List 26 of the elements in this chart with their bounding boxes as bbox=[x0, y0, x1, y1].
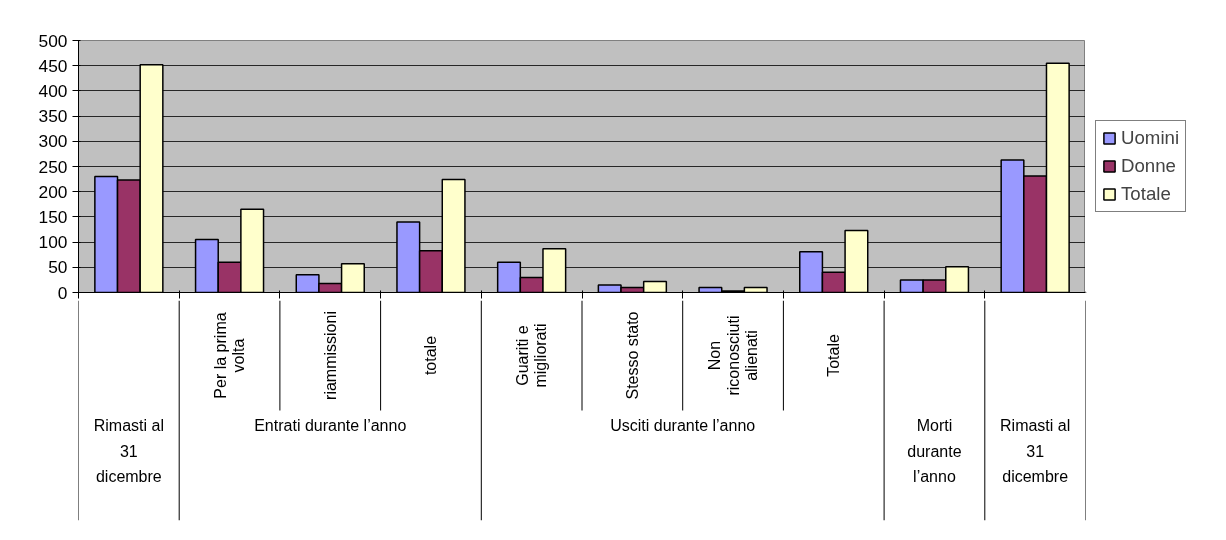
x-tick-label: Guariti e migliorati bbox=[513, 323, 550, 388]
x-tick-label: Per la prima volta bbox=[211, 312, 248, 399]
y-tick-label: 500 bbox=[38, 30, 68, 51]
legend-label: Uomini bbox=[1121, 127, 1180, 149]
x-tick-label: totale bbox=[422, 335, 440, 376]
text: Rimasti al 31 dicembre bbox=[93, 417, 164, 486]
text: Rimasti al 31 dicembre bbox=[1000, 417, 1071, 486]
legend-label: Donne bbox=[1121, 155, 1176, 177]
text: Usciti durante l’anno bbox=[610, 417, 756, 435]
y-tick-label: 300 bbox=[38, 131, 68, 152]
x-tick-label: Non riconosciuti alienati bbox=[705, 315, 761, 396]
x-tick-label: Stesso stato bbox=[623, 311, 641, 400]
y-tick-label: 350 bbox=[38, 106, 68, 127]
text: Morti durante l’anno bbox=[907, 417, 962, 486]
y-tick-label: 200 bbox=[38, 181, 68, 202]
y-tick-label: 250 bbox=[38, 156, 68, 177]
y-tick-label: 50 bbox=[48, 257, 68, 278]
y-tick-label: 0 bbox=[57, 282, 68, 303]
x-tick-label: riammissioni bbox=[321, 311, 339, 400]
y-tick-label: 150 bbox=[38, 206, 68, 227]
x-tick-label: Totale bbox=[825, 334, 843, 377]
legend-label: Totale bbox=[1121, 183, 1171, 205]
y-tick-label: 100 bbox=[38, 232, 68, 253]
y-tick-label: 450 bbox=[38, 55, 68, 76]
text: Entrati durante l’anno bbox=[254, 417, 407, 435]
y-tick-label: 400 bbox=[38, 80, 68, 101]
